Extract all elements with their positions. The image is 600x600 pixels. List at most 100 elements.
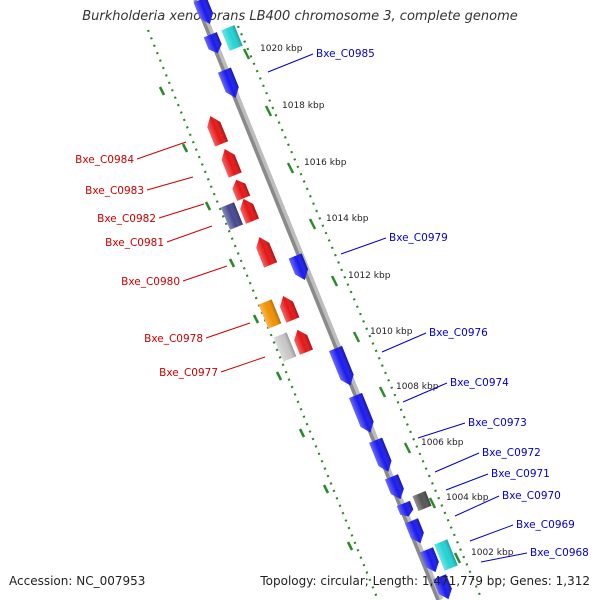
scale-tick-label: 1010 kbp xyxy=(370,327,413,337)
gene-label-reverse[interactable]: Bxe_C0978 xyxy=(144,333,203,345)
map-title: Burkholderia xenovorans LB400 chromosome… xyxy=(82,9,518,24)
gene-box-dark[interactable] xyxy=(412,490,432,512)
gene-shading xyxy=(207,116,229,147)
scale-tick-label: 1016 kbp xyxy=(304,158,347,168)
scale-tick-mark xyxy=(352,331,361,343)
gene-label-reverse[interactable]: Bxe_C0977 xyxy=(159,367,218,379)
gene-shading xyxy=(294,329,313,355)
scale-tick-mark xyxy=(286,162,295,174)
scale-tick-label: 1014 kbp xyxy=(326,214,369,224)
gene-label-forward[interactable]: Bxe_C0976 xyxy=(429,327,488,339)
gene-arrow-forward[interactable] xyxy=(329,345,357,388)
scale-tick-label: 1018 kbp xyxy=(282,101,325,111)
gene-shading xyxy=(349,392,374,433)
gene-shading xyxy=(396,500,414,517)
label-leader-line xyxy=(381,332,427,353)
inner-ruler-line xyxy=(146,29,380,600)
scale-tick-mark xyxy=(181,143,189,153)
backbone-line xyxy=(193,0,440,600)
gene-shading xyxy=(405,518,424,544)
genome-summary-text: Topology: circular; Length: 1,471,779 bp… xyxy=(260,574,590,588)
scale-tick-mark xyxy=(242,48,251,60)
label-leader-line xyxy=(454,495,500,517)
gene-arrow-forward[interactable] xyxy=(420,547,442,574)
gene-label-reverse[interactable]: Bxe_C0983 xyxy=(85,185,144,197)
gene-label-reverse[interactable]: Bxe_C0984 xyxy=(75,154,134,166)
gene-shading xyxy=(240,198,259,224)
label-leader-line xyxy=(220,356,266,373)
label-leader-line xyxy=(146,176,194,191)
gene-label-reverse[interactable]: Bxe_C0980 xyxy=(121,276,180,288)
gene-arrow-reverse[interactable] xyxy=(230,177,251,201)
gene-shading xyxy=(256,237,278,268)
scale-tick-label: 1020 kbp xyxy=(260,44,303,54)
scale-tick-mark xyxy=(275,371,283,381)
gene-arrow-reverse[interactable] xyxy=(237,196,259,224)
scale-tick-mark xyxy=(228,258,236,268)
scale-tick-label: 1012 kbp xyxy=(348,271,391,281)
label-leader-line xyxy=(166,225,213,243)
gene-shading xyxy=(232,179,251,201)
gene-arrow-forward[interactable] xyxy=(349,392,377,435)
gene-label-reverse[interactable]: Bxe_C0982 xyxy=(97,213,156,225)
backbone-shadow xyxy=(193,0,444,600)
gene-label-forward[interactable]: Bxe_C0970 xyxy=(502,490,561,502)
label-leader-line xyxy=(136,141,187,160)
gene-label-reverse[interactable]: Bxe_C0981 xyxy=(105,237,164,249)
gene-arrow-reverse[interactable] xyxy=(218,146,242,178)
label-leader-line xyxy=(267,53,314,73)
scale-tick-mark xyxy=(252,314,260,324)
gene-arrow-reverse[interactable] xyxy=(277,293,300,323)
gene-label-forward[interactable]: Bxe_C0969 xyxy=(516,519,575,531)
gene-arrow-forward[interactable] xyxy=(433,574,455,600)
gene-shading xyxy=(221,202,243,230)
label-leader-line xyxy=(340,237,387,255)
gene-shading xyxy=(221,149,242,178)
gene-box-slate[interactable] xyxy=(221,202,243,230)
scale-tick-mark xyxy=(158,86,166,96)
gene-arrow-forward[interactable] xyxy=(396,500,415,519)
gene-box-cyan[interactable] xyxy=(221,25,243,51)
label-leader-line xyxy=(469,524,514,542)
gene-arrow-forward[interactable] xyxy=(203,32,224,56)
scale-tick-mark xyxy=(346,541,354,551)
gene-box-grey[interactable] xyxy=(273,332,297,362)
gene-box-orange[interactable] xyxy=(258,299,282,329)
gene-arrow-forward[interactable] xyxy=(288,253,312,282)
label-leader-line xyxy=(205,322,251,339)
gene-label-forward[interactable]: Bxe_C0985 xyxy=(316,48,375,60)
gene-shading xyxy=(203,32,222,54)
scale-tick-label: 1006 kbp xyxy=(421,438,464,448)
gene-arrow-reverse[interactable] xyxy=(253,234,278,268)
gene-shading xyxy=(420,547,439,573)
label-leader-line xyxy=(480,552,528,563)
gene-label-forward[interactable]: Bxe_C0973 xyxy=(468,417,527,429)
gene-label-forward[interactable]: Bxe_C0971 xyxy=(491,468,550,480)
gene-label-forward[interactable]: Bxe_C0968 xyxy=(530,547,589,559)
gene-arrow-forward[interactable] xyxy=(405,518,427,545)
scale-tick-mark xyxy=(330,275,339,287)
scale-tick-label: 1008 kbp xyxy=(396,382,439,392)
label-leader-line xyxy=(434,452,480,473)
scale-tick-mark xyxy=(204,201,212,211)
gene-arrow-forward[interactable] xyxy=(369,437,395,475)
scale-tick-mark xyxy=(322,484,330,494)
gene-box-cyan[interactable] xyxy=(434,539,458,571)
scale-tick-mark xyxy=(264,105,273,117)
gene-shading xyxy=(288,253,308,281)
label-leader-line xyxy=(402,382,448,403)
gene-label-forward[interactable]: Bxe_C0974 xyxy=(450,377,509,389)
gene-shading xyxy=(369,437,392,472)
gene-label-forward[interactable]: Bxe_C0972 xyxy=(482,447,541,459)
gene-label-forward[interactable]: Bxe_C0979 xyxy=(389,232,448,244)
label-leader-line xyxy=(445,473,489,491)
gene-shading xyxy=(221,25,243,51)
gene-arrow-forward[interactable] xyxy=(193,0,217,27)
gene-arrow-forward[interactable] xyxy=(385,474,407,501)
scale-tick-label: 1004 kbp xyxy=(446,493,489,503)
gene-arrow-reverse[interactable] xyxy=(291,327,313,355)
scale-tick-mark xyxy=(308,218,317,230)
gene-arrow-reverse[interactable] xyxy=(204,113,229,147)
gene-arrow-forward[interactable] xyxy=(217,67,242,100)
